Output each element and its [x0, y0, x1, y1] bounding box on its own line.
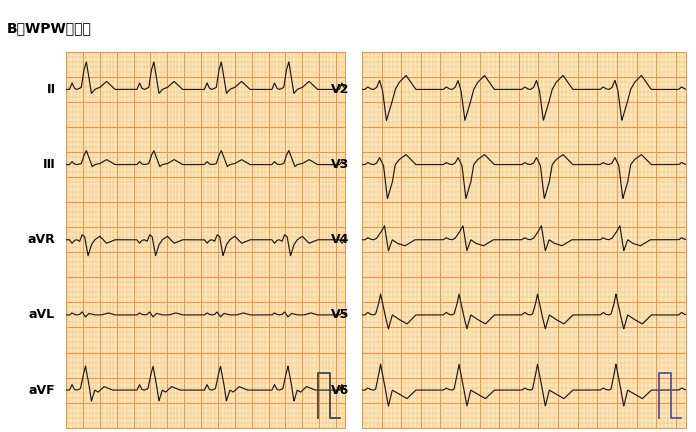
Text: V3: V3	[331, 158, 349, 171]
Text: B型WPW症候群: B型WPW症候群	[7, 21, 92, 35]
Text: Ⅱ: Ⅱ	[47, 83, 55, 96]
Text: V2: V2	[331, 83, 349, 96]
Text: aVL: aVL	[29, 308, 55, 321]
Text: aVF: aVF	[29, 384, 55, 397]
Text: V6: V6	[331, 384, 349, 397]
Text: Ⅲ: Ⅲ	[43, 158, 55, 171]
Text: V5: V5	[331, 308, 349, 321]
Text: V4: V4	[331, 233, 349, 246]
Text: aVR: aVR	[27, 233, 55, 246]
